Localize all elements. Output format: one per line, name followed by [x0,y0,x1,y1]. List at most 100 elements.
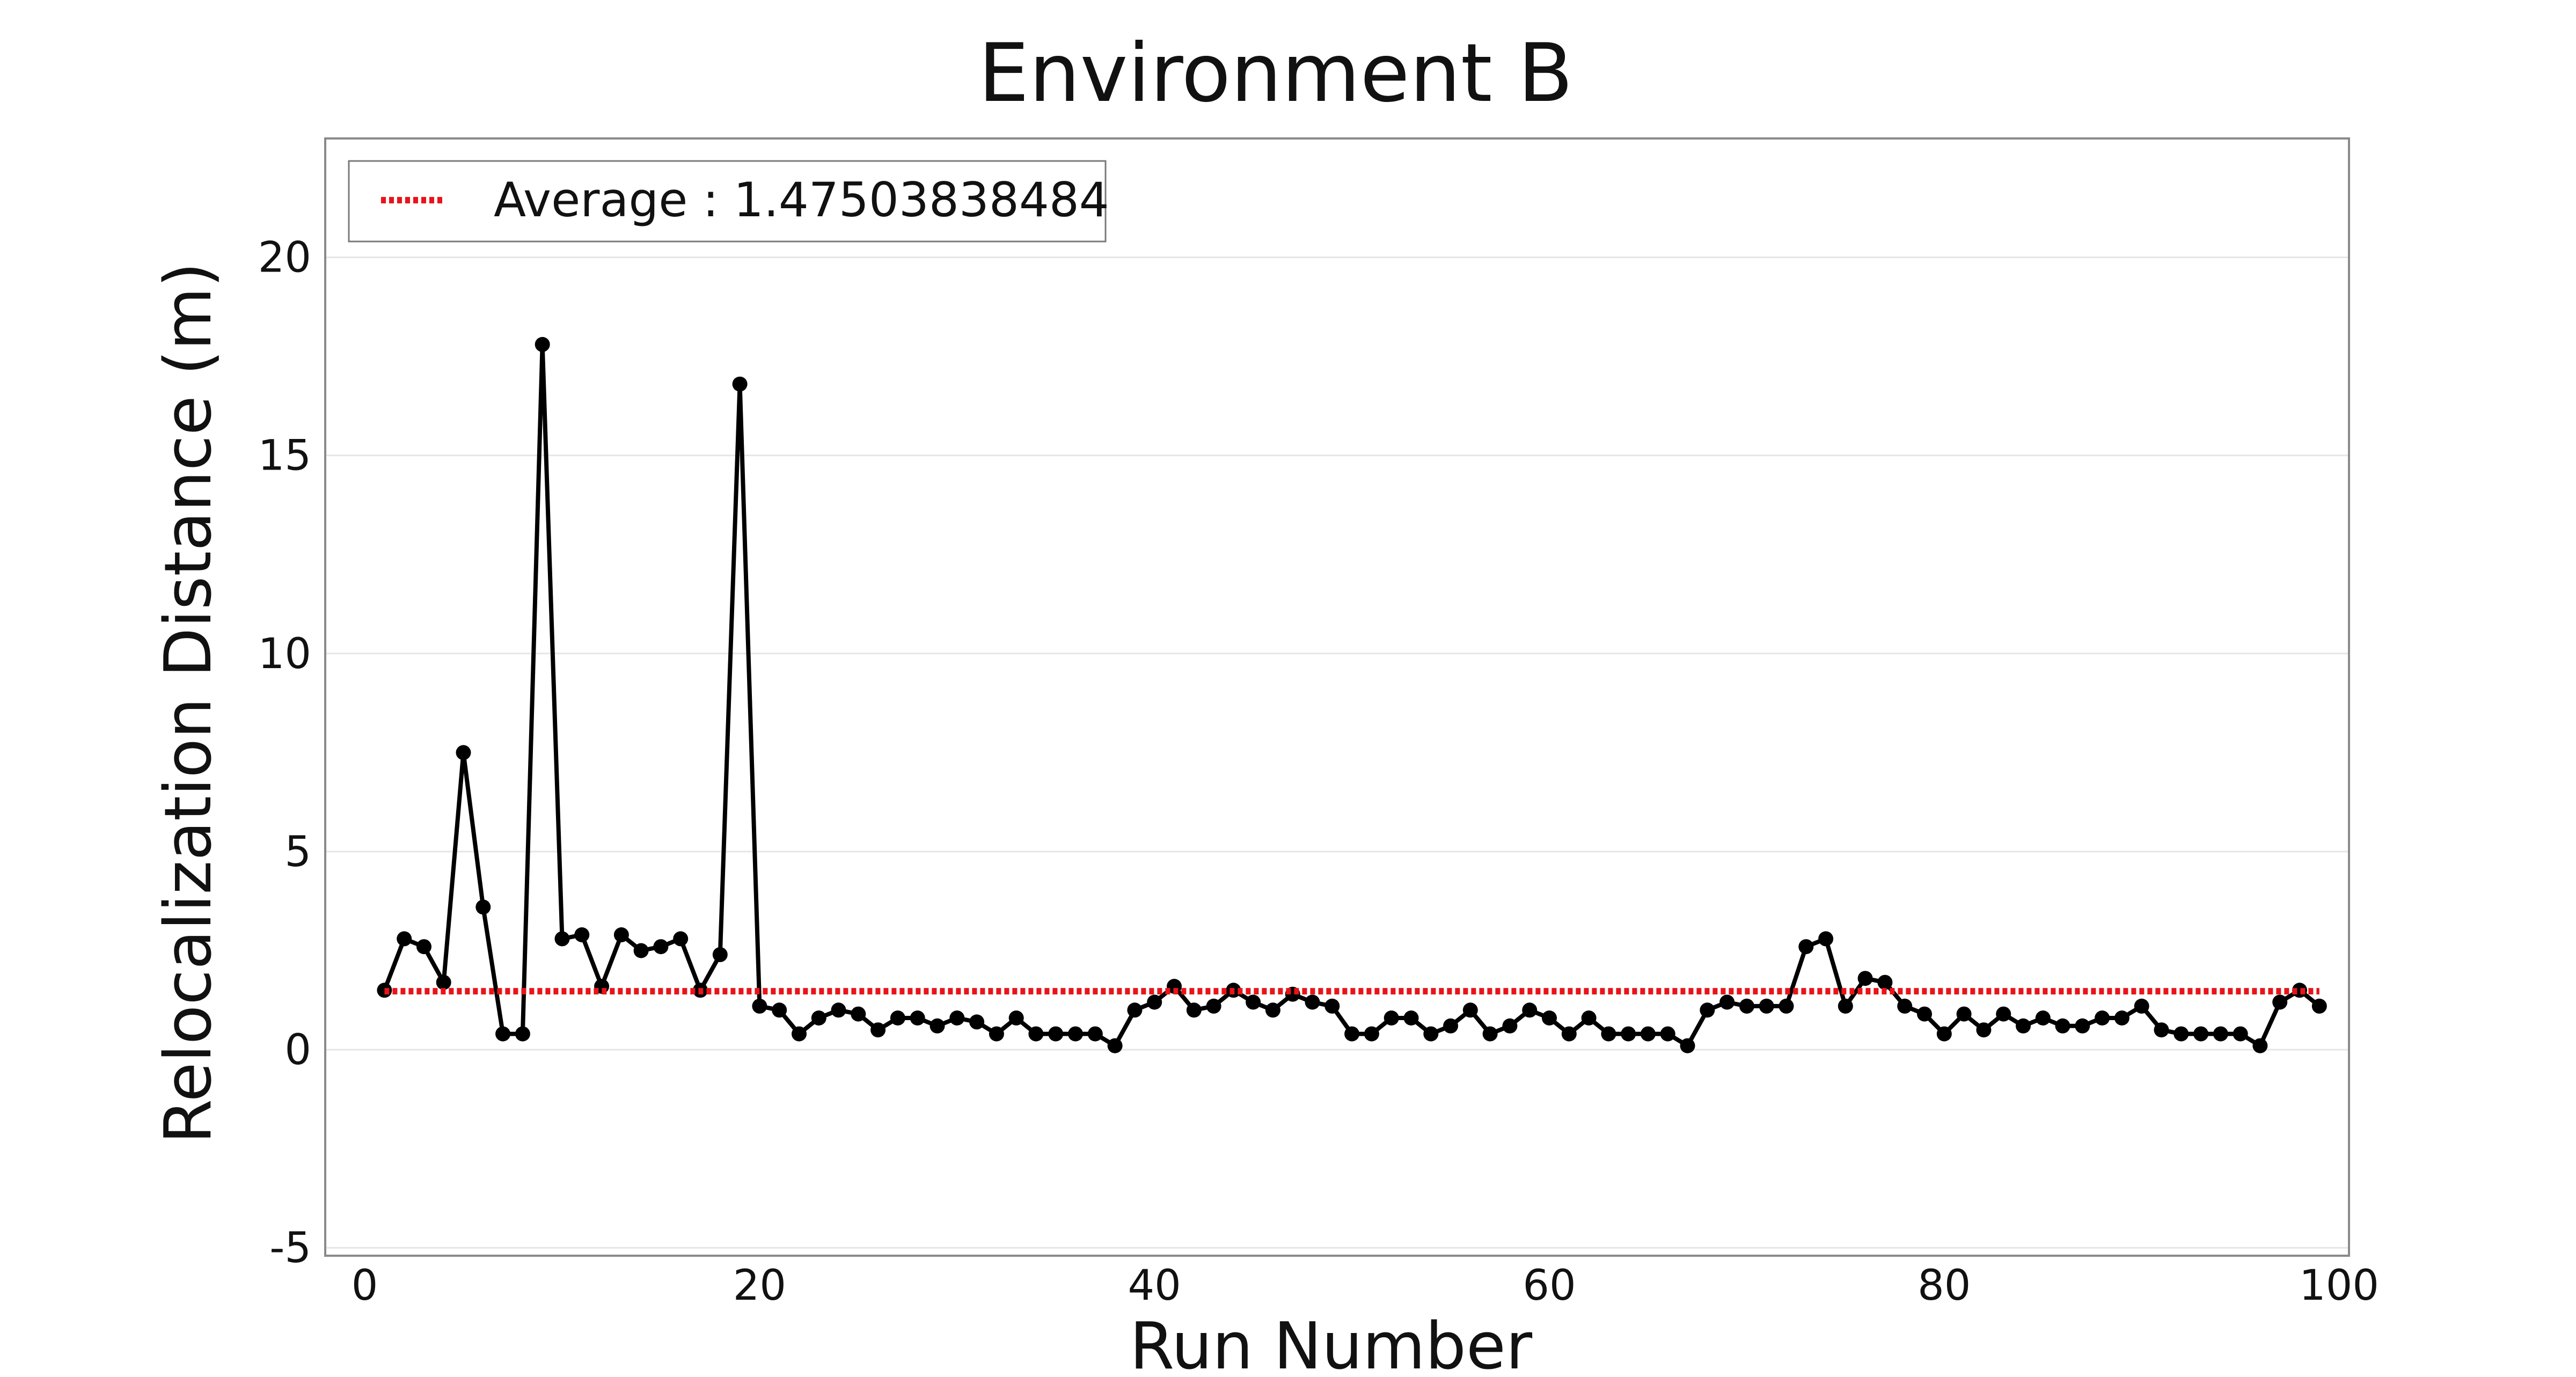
y-tick-label: 10 [258,630,311,678]
data-point-3 [416,939,431,955]
data-point-21 [772,1002,787,1018]
data-point-48 [1305,994,1320,1010]
data-point-15 [653,939,669,955]
data-point-60 [1542,1010,1557,1026]
data-point-56 [1462,1002,1478,1018]
data-point-90 [2134,998,2149,1014]
data-point-82 [1976,1022,1992,1038]
grid-lines [325,256,2349,1249]
y-tick-label: 5 [284,828,311,876]
data-point-18 [712,947,728,962]
data-point-66 [1660,1026,1675,1042]
data-point-83 [1996,1006,2011,1022]
data-point-79 [1917,1006,1932,1022]
data-point-29 [930,1018,945,1034]
data-point-88 [2095,1010,2110,1026]
data-point-45 [1246,994,1261,1010]
data-point-27 [890,1010,905,1026]
data-point-78 [1897,998,1913,1014]
data-point-37 [1087,1026,1103,1042]
data-point-20 [752,998,767,1014]
data-point-85 [2035,1010,2051,1026]
data-point-91 [2154,1022,2169,1038]
data-point-39 [1127,1002,1143,1018]
data-point-22 [792,1026,807,1042]
data-point-77 [1877,975,1893,990]
data-point-69 [1719,994,1735,1010]
data-point-86 [2055,1018,2070,1034]
data-point-54 [1423,1026,1439,1042]
x-axis-ticks: 0 20 40 60 80 100 [352,1262,2379,1310]
data-point-87 [2075,1018,2090,1034]
data-point-46 [1265,1002,1280,1018]
data-point-19 [732,376,748,392]
data-point-73 [1798,939,1814,955]
data-point-42 [1186,1002,1202,1018]
data-series [377,336,2327,1053]
data-point-6 [475,899,491,915]
data-point-81 [1956,1006,1972,1022]
data-point-55 [1443,1018,1458,1034]
data-point-25 [851,1006,866,1022]
chart-title: Environment B [978,27,1573,120]
data-point-26 [870,1022,886,1038]
data-point-4 [436,975,451,990]
data-point-70 [1739,998,1754,1014]
data-point-13 [613,927,629,942]
data-point-80 [1936,1026,1952,1042]
data-point-71 [1759,998,1774,1014]
data-point-34 [1028,1026,1044,1042]
data-point-7 [495,1026,511,1042]
data-point-99 [2311,998,2327,1014]
data-point-97 [2272,994,2288,1010]
data-point-65 [1640,1026,1656,1042]
x-tick-label: 40 [1128,1262,1181,1310]
data-point-2 [397,931,412,947]
data-point-58 [1502,1018,1518,1034]
data-point-67 [1680,1038,1695,1053]
data-point-74 [1818,931,1834,947]
data-point-94 [2213,1026,2228,1042]
data-point-35 [1048,1026,1064,1042]
data-point-33 [1008,1010,1024,1026]
legend-label-average: Average : 1.47503838484 [494,172,1109,228]
y-tick-label: -5 [269,1224,311,1272]
data-point-8 [515,1026,530,1042]
data-point-59 [1522,1002,1538,1018]
x-tick-label: 80 [1918,1262,1971,1310]
data-point-61 [1561,1026,1577,1042]
data-point-23 [811,1010,826,1026]
data-point-10 [554,931,570,947]
y-tick-label: 20 [258,233,311,282]
y-axis-label: Relocalization Distance (m) [151,262,226,1144]
data-point-93 [2193,1026,2209,1042]
data-point-95 [2233,1026,2248,1042]
data-point-9 [535,336,550,352]
data-point-28 [910,1010,925,1026]
legend: Average : 1.47503838484 [348,160,1109,243]
data-point-30 [949,1010,965,1026]
data-point-31 [969,1014,985,1030]
x-tick-label: 20 [733,1262,786,1310]
data-point-75 [1838,998,1853,1014]
data-point-96 [2252,1038,2268,1053]
data-point-14 [633,943,649,958]
data-point-11 [574,927,590,942]
plot-frame [324,137,2350,1257]
data-point-38 [1107,1038,1123,1053]
data-point-62 [1581,1010,1597,1026]
x-tick-label: 0 [352,1262,378,1310]
data-point-57 [1482,1026,1498,1042]
data-point-50 [1344,1026,1360,1042]
data-point-64 [1621,1026,1636,1042]
x-tick-label: 60 [1523,1262,1576,1310]
data-point-84 [2016,1018,2031,1034]
legend-box [348,160,1107,243]
data-point-52 [1384,1010,1399,1026]
data-point-40 [1147,994,1162,1010]
y-tick-label: 0 [284,1026,311,1074]
data-point-63 [1601,1026,1616,1042]
data-point-53 [1403,1010,1419,1026]
data-point-32 [989,1026,1004,1042]
